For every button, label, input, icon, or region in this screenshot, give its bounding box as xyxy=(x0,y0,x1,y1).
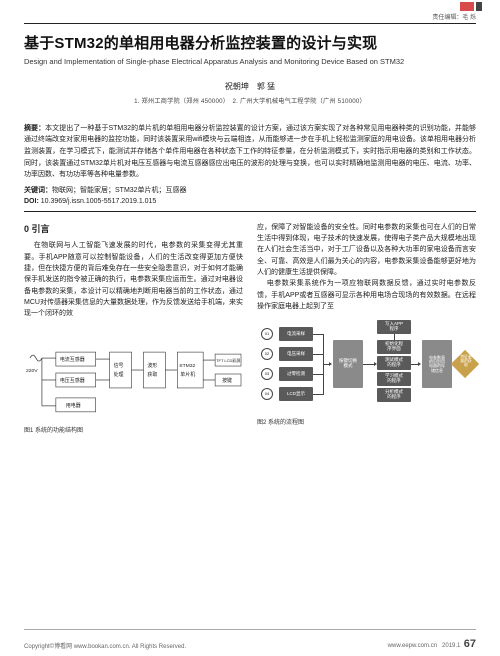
flow-final: 电参数表 的识别用 电器的存 储信息 xyxy=(422,340,452,388)
svg-text:电压互感器: 电压互感器 xyxy=(60,377,85,384)
figure-2-caption: 图2 系统的流程图 xyxy=(257,419,476,429)
footer-issue: 2019.1 xyxy=(442,643,460,649)
flow-box: 学习模式 的程序 xyxy=(377,372,411,386)
flow-box: 初始化程 序界面 xyxy=(377,340,411,354)
svg-text:获取: 获取 xyxy=(147,371,157,378)
flow-circle: 01 xyxy=(261,328,273,340)
svg-text:TFT LCD彩屏: TFT LCD彩屏 xyxy=(216,358,240,363)
left-column: 0 引言 在物联网与人工智能飞速发展的时代，电参数的采集变得尤其重要。手机APP… xyxy=(24,222,243,437)
flow-box: 测试模式 的程序 xyxy=(377,356,411,370)
svg-text:单片机: 单片机 xyxy=(180,371,195,378)
keywords-body: 物联网；智能家居；STM32单片机；互感器 xyxy=(52,187,187,194)
title-chinese: 基于STM32的单相用电器分析监控装置的设计与实现 xyxy=(24,34,476,53)
svg-text:波形: 波形 xyxy=(147,362,157,369)
svg-text:按键: 按键 xyxy=(222,377,232,384)
svg-text:电流互感器: 电流互感器 xyxy=(60,356,85,363)
doi-label: DOI: xyxy=(24,198,41,205)
affiliations: 1. 郑州工商学院（郑州 450000） 2. 广州大学机械电气工程学院（广州 … xyxy=(24,96,476,105)
paragraph-3: 电参数采集系统作为一项应物联网数据反馈，通过实时电参数反馈，手机APP或者互感器… xyxy=(257,278,476,312)
footer-page: 67 xyxy=(464,638,476,650)
header-rule xyxy=(24,23,476,24)
flow-box: 电压采样 xyxy=(279,347,313,361)
right-column: 应，保障了对智能设备的安全性。同时电参数的采集也可在人们的日常生活中得到体现，电… xyxy=(257,222,476,437)
svg-text:信号: 信号 xyxy=(114,362,124,369)
section-0-head: 0 引言 xyxy=(24,222,243,237)
flow-diamond-label: 特征参 量的获 取 xyxy=(454,356,478,367)
doi-body: 10.3969/j.issn.1005-5517.2019.1.015 xyxy=(41,198,157,205)
flow-box: 电流采样 xyxy=(279,327,313,341)
svg-text:处理: 处理 xyxy=(114,371,124,378)
corner-mark xyxy=(460,2,482,14)
flow-circle: 02 xyxy=(261,348,273,360)
figure-2: 01 02 03 04 电流采样 电压采样 过零检测 LCD显示 xyxy=(257,320,476,416)
figure-1: 220V 电流互感器 电压互感器 用电器 信 xyxy=(24,328,243,424)
footer: Copyright©博看网 www.bookan.com.cn. All Rig… xyxy=(24,638,476,650)
flow-box: 分析模式 的程序 xyxy=(377,388,411,402)
footer-rule xyxy=(24,629,476,630)
abstract-label: 摘要： xyxy=(24,125,45,132)
mid-rule xyxy=(24,211,476,212)
figure-1-caption: 图1 系统的功能结构图 xyxy=(24,427,243,437)
flow-circle: 04 xyxy=(261,388,273,400)
keywords-label: 关键词： xyxy=(24,187,52,194)
doi: DOI: 10.3969/j.issn.1005-5517.2019.1.015 xyxy=(24,198,476,205)
abstract: 摘要：本文提出了一种基于STM32的单片机的单相用电器分析监控装置的设计方案，通… xyxy=(24,123,476,181)
flow-box: 写入APP 程序 xyxy=(377,320,411,334)
abstract-body: 本文提出了一种基于STM32的单片机的单相用电器分析监控装置的设计方案，通过该方… xyxy=(24,125,476,178)
title-english: Design and Implementation of Single-phas… xyxy=(24,57,476,67)
flow-box: LCD显示 xyxy=(279,387,313,401)
footer-copyright: Copyright©博看网 www.bookan.com.cn. All Rig… xyxy=(24,641,186,650)
paragraph-1: 在物联网与人工智能飞速发展的时代，电参数的采集变得尤其重要。手机APP随意可以控… xyxy=(24,240,243,319)
flow-circle: 03 xyxy=(261,368,273,380)
footer-site: www.eepw.com.cn xyxy=(388,643,437,649)
svg-text:220V: 220V xyxy=(26,368,38,374)
flow-box: 过零检测 xyxy=(279,367,313,381)
authors: 祝朝坤 郭 猛 xyxy=(24,81,476,92)
svg-text:STM32: STM32 xyxy=(179,363,195,369)
svg-text:用电器: 用电器 xyxy=(66,401,81,408)
editor-credit: 责任编辑：毛 烁 xyxy=(0,10,500,21)
keywords: 关键词：物联网；智能家居；STM32单片机；互感器 xyxy=(24,185,476,195)
flow-decision: 按键切换 模式 xyxy=(333,340,363,388)
paragraph-2: 应，保障了对智能设备的安全性。同时电参数的采集也可在人们的日常生活中得到体现，电… xyxy=(257,222,476,279)
